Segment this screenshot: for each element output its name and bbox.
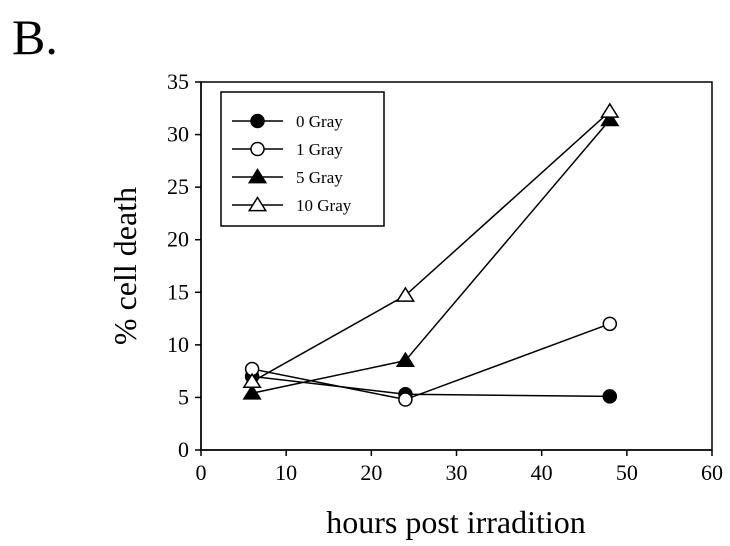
x-tick-label: 30: [446, 460, 468, 485]
data-point-5-gray: [242, 384, 262, 400]
series-1-gray: [244, 316, 618, 407]
y-tick-label: 5: [178, 384, 189, 409]
legend-label: 10 Gray: [296, 196, 352, 215]
series-layer: [242, 102, 620, 407]
data-point-5-gray: [395, 351, 416, 368]
data-point-1-gray: [602, 316, 618, 332]
legend-label: 5 Gray: [296, 168, 343, 187]
series-0-gray: [244, 369, 618, 404]
legend-marker: [250, 141, 265, 157]
series-5-gray: [242, 110, 620, 400]
x-tick-label: 60: [701, 460, 723, 485]
y-tick-label: 30: [167, 122, 189, 147]
legend-item-10-gray: 10 Gray: [232, 196, 352, 215]
legend-item-5-gray: 5 Gray: [232, 168, 343, 187]
y-tick-label: 35: [167, 69, 189, 94]
data-point-10-gray: [242, 372, 262, 389]
y-tick-label: 25: [167, 174, 189, 199]
y-axis: 0 5 10 15 20 25 30 35: [167, 69, 202, 462]
y-axis-title: % cell death: [107, 187, 143, 345]
legend-item-1-gray: 1 Gray: [232, 140, 343, 159]
y-tick-label: 10: [167, 332, 189, 357]
legend-marker: [247, 196, 268, 212]
legend-label: 0 Gray: [296, 112, 343, 131]
x-axis-title: hours post irradition: [326, 504, 586, 540]
legend-marker: [250, 113, 265, 129]
plot-frame: [200, 81, 713, 451]
y-tick-label: 20: [167, 227, 189, 252]
legend: 0 Gray 1 Gray 5 Gray 10 Gray: [220, 91, 385, 227]
legend-box: [220, 91, 385, 227]
legend-label: 1 Gray: [296, 140, 343, 159]
x-tick-label: 10: [275, 460, 297, 485]
panel-label: B.: [12, 9, 58, 65]
legend-item-0-gray: 0 Gray: [232, 112, 343, 131]
x-tick-label: 40: [531, 460, 553, 485]
data-point-0-gray: [602, 389, 618, 404]
x-axis: 0 10 20 30 40 50 60: [196, 449, 723, 485]
x-tick-label: 20: [360, 460, 382, 485]
y-tick-label: 0: [178, 437, 189, 462]
data-point-5-gray: [600, 110, 620, 127]
data-point-1-gray: [398, 392, 413, 407]
data-point-10-gray: [395, 286, 416, 302]
legend-marker: [247, 168, 268, 184]
x-tick-label: 0: [196, 460, 207, 485]
x-tick-label: 50: [616, 460, 638, 485]
series-10-gray: [242, 102, 620, 389]
series-line-1-gray: [251, 323, 611, 401]
data-point-10-gray: [600, 102, 620, 118]
y-tick-label: 15: [167, 279, 189, 304]
